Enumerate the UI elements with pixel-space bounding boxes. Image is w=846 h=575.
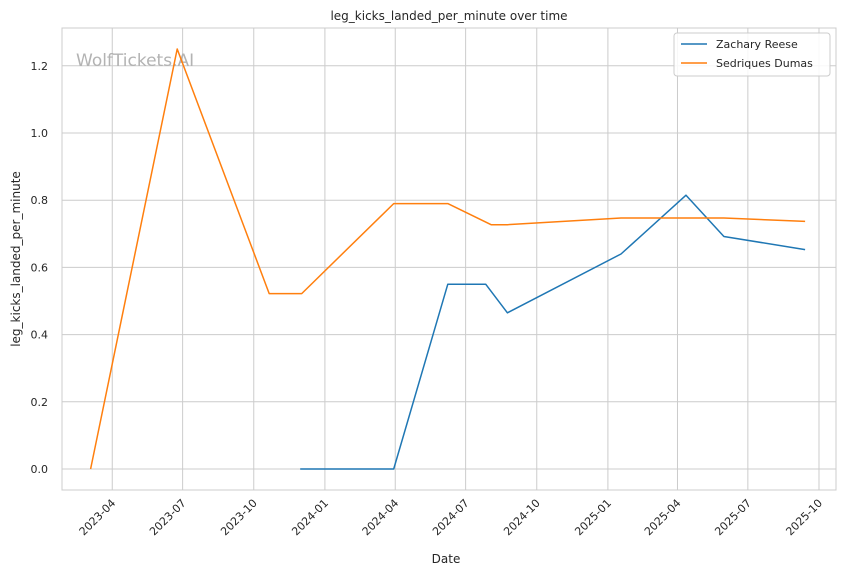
y-tick-label: 0.8 [31,194,49,207]
legend-box [673,32,831,77]
watermark: WolfTickets.AI [76,51,194,71]
x-axis-label: Date [432,552,461,566]
y-tick-label: 0.2 [31,396,49,409]
y-tick-label: 1.0 [31,127,49,140]
y-tick-label: 0.6 [31,261,49,274]
y-tick-label: 1.2 [31,60,49,73]
legend-label-zachary-reese: Zachary Reese [716,38,798,51]
y-tick-label: 0.4 [31,329,49,342]
series-lines [89,48,806,470]
plot-area-frame [61,27,837,491]
series-line-zachary-reese [300,194,806,470]
legend-label-sedriques-dumas: Sedriques Dumas [716,57,813,70]
y-axis-label: leg_kicks_landed_per_minute [9,171,23,347]
legend: Zachary Reese Sedriques Dumas [673,32,831,77]
series-line-sedriques-dumas [89,48,806,470]
chart-title: leg_kicks_landed_per_minute over time [330,9,567,23]
y-tick-label: 0.0 [31,463,49,476]
gridlines [62,28,836,490]
